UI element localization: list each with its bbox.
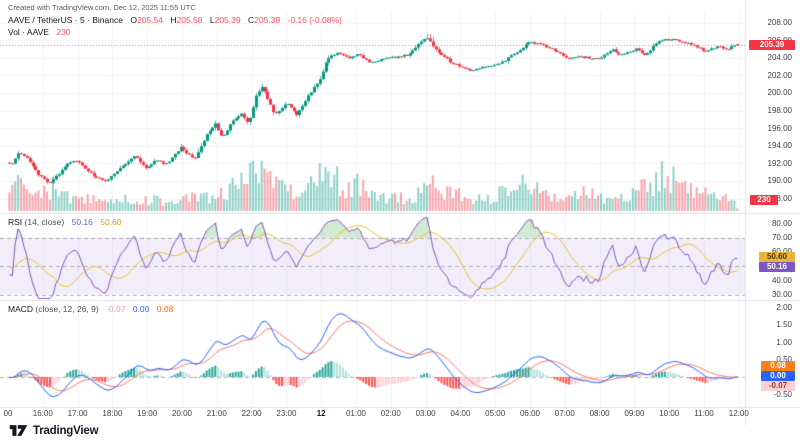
macd-axis-label: 0.50	[776, 355, 792, 364]
macd-hist-badge: -0.07	[761, 381, 795, 391]
macd-hist-value: -0.07	[106, 304, 126, 314]
tradingview-logo-text: TradingView	[33, 424, 99, 437]
time-axis-label: 12	[316, 409, 326, 418]
time-axis-label: 21:00	[206, 409, 227, 418]
time-axis-label: 22:00	[241, 409, 262, 418]
time-axis-label: 00	[3, 409, 13, 418]
ohlc-high-label: H	[170, 15, 177, 25]
price-axis-label: 198.00	[767, 106, 792, 115]
time-axis-label: 05:00	[485, 409, 506, 418]
time-axis-label: 01:00	[345, 409, 367, 418]
price-axis-label: 188.00	[767, 194, 792, 203]
price-axis-label: 200.00	[767, 88, 792, 98]
symbol-title: AAVE / TetherUS · 5 · Binance	[8, 15, 123, 25]
time-axis-label: 12:00	[728, 409, 749, 418]
rsi-params: (14, close)	[24, 217, 65, 227]
tradingview-logo-icon	[9, 425, 28, 436]
price-axis-label: 196.00	[767, 123, 792, 133]
rsi-axis-label: 40.00	[771, 275, 792, 285]
rsi-axis-label: 30.00	[771, 290, 792, 300]
ohlc-high-value: 205.58	[176, 15, 203, 25]
rsi-badge: 50.16	[759, 262, 795, 272]
time-axis-label: 07:00	[554, 409, 575, 418]
macd-signal-value: 0.08	[156, 304, 174, 314]
macd-params: (close, 12, 26, 9)	[35, 304, 99, 314]
time-axis-label: 23:00	[276, 409, 297, 418]
macd-axis-label: 1.50	[776, 320, 792, 329]
time-axis-label: 11:00	[694, 409, 714, 418]
rsi-ma-badge: 50.60	[759, 252, 795, 262]
attribution: Created with TradingView.com, Dec 12, 20…	[8, 3, 196, 12]
volume-legend[interactable]: Vol · AAVE 230	[8, 27, 71, 37]
macd-axis-label: 2.00	[776, 302, 792, 312]
rsi-ma-value: 50.60	[100, 217, 122, 227]
ohlc-close-label: C	[247, 15, 255, 25]
price-axis-label: 204.00	[767, 53, 792, 63]
price-axis-label: 194.00	[767, 141, 792, 151]
time-axis-label: 03:00	[415, 409, 436, 418]
rsi-axis-label: 80.00	[771, 218, 792, 228]
macd-legend[interactable]: MACD (close, 12, 26, 9) -0.07 0.00 0.08	[8, 304, 173, 314]
rsi-legend[interactable]: RSI (14, close) 50.16 50.60	[8, 217, 122, 227]
macd-signal-badge: 0.08	[761, 361, 795, 371]
time-axis-label: 20:00	[171, 409, 193, 418]
price-axis-label: 208.00	[767, 18, 792, 27]
ohlc-close-value: 205.39	[254, 15, 281, 25]
macd-line-value: 0.00	[132, 304, 150, 314]
time-axis-label: 06:00	[519, 409, 541, 418]
time-axis-label: 04:00	[450, 409, 471, 418]
volume-badge: 230	[750, 195, 778, 205]
ohlc-low-value: 205.39	[214, 15, 241, 25]
rsi-axis-label: 70.00	[771, 233, 792, 242]
macd-name: MACD	[8, 304, 34, 314]
macd-line-badge: 0.00	[761, 371, 795, 381]
time-axis-label: 09:00	[624, 409, 645, 418]
volume-value: 230	[56, 27, 71, 37]
time-axis-label: 18:00	[102, 409, 123, 418]
time-axis-label: 02:00	[380, 409, 401, 418]
ohlc-open-label: O	[130, 15, 137, 25]
rsi-axis-label: 60.00	[772, 247, 792, 256]
macd-axis-label: 1.00	[776, 337, 792, 347]
price-axis-label: 190.00	[767, 176, 792, 186]
last-price-badge: 205.39	[749, 40, 795, 50]
time-axis-label: 16:00	[32, 409, 53, 418]
time-axis-label: 08:00	[589, 409, 610, 418]
macd-axis-label: -0.50	[773, 390, 792, 399]
tradingview-logo[interactable]: TradingView	[9, 424, 99, 437]
rsi-name: RSI	[8, 217, 23, 227]
time-axis-label: 10:00	[659, 409, 680, 418]
time-axis-label: 17:00	[67, 409, 88, 418]
ohlc-open-value: 205.54	[136, 15, 163, 25]
price-axis-label: 202.00	[767, 70, 792, 80]
time-axis-label: 19:00	[137, 409, 158, 418]
price-axis-label: 192.00	[767, 158, 792, 168]
symbol-legend[interactable]: AAVE / TetherUS · 5 · Binance O205.54 H2…	[8, 15, 342, 25]
rsi-value: 50.16	[71, 217, 93, 227]
volume-label: Vol · AAVE	[8, 27, 49, 37]
ohlc-low-label: L	[209, 15, 215, 25]
change-value: -0.16 (-0.08%)	[287, 15, 342, 25]
